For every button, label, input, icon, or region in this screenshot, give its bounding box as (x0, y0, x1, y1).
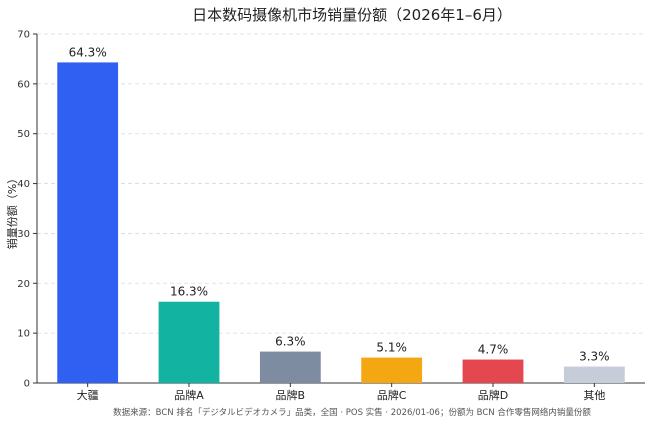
value-label: 6.3% (275, 335, 306, 349)
bar-2 (158, 301, 220, 383)
y-tick-label: 0 (24, 379, 30, 390)
x-tick-label: 品牌C (377, 388, 407, 402)
y-tick-label: 30 (17, 229, 30, 240)
source-note: 数据来源：BCN 排名「デジタルビデオカメラ」品类，全国 · POS 实售 · … (113, 407, 591, 418)
x-tick-label: 品牌D (478, 388, 508, 402)
chart-title: 日本数码摄像机市场销量份额（2026年1–6月） (192, 6, 512, 24)
value-label: 5.1% (376, 341, 407, 355)
value-label: 16.3% (170, 285, 208, 299)
value-label: 64.3% (69, 45, 107, 59)
axes: 0 10 20 30 40 50 60 70 (17, 30, 645, 390)
bar-6 (563, 366, 625, 383)
bars (57, 62, 625, 383)
value-label: 3.3% (579, 350, 610, 364)
value-label: 4.7% (478, 343, 509, 357)
labels: 64.3% 大疆 16.3% 品牌A 6.3% 品牌B 5.1% 品牌C 4.7% 品牌D 3.3%… (69, 45, 610, 402)
y-tick-label: 60 (17, 79, 30, 90)
y-tick-label: 20 (17, 279, 30, 290)
bar-5 (462, 359, 524, 383)
bar-1 (57, 62, 119, 383)
bar-4 (361, 357, 423, 383)
y-tick-label: 70 (17, 30, 30, 41)
y-tick-label: 10 (17, 329, 30, 340)
y-axis-label: 销量份额（%） (5, 173, 19, 249)
x-tick-label: 大疆 (77, 388, 99, 402)
x-tick-label: 品牌B (276, 388, 306, 402)
x-tick-label: 品牌A (174, 388, 204, 402)
gridlines (37, 33, 645, 334)
y-tick-label: 50 (17, 129, 30, 140)
bar-3 (259, 351, 321, 383)
y-tick-label: 40 (17, 179, 30, 190)
x-tick-label: 其他 (583, 389, 605, 402)
